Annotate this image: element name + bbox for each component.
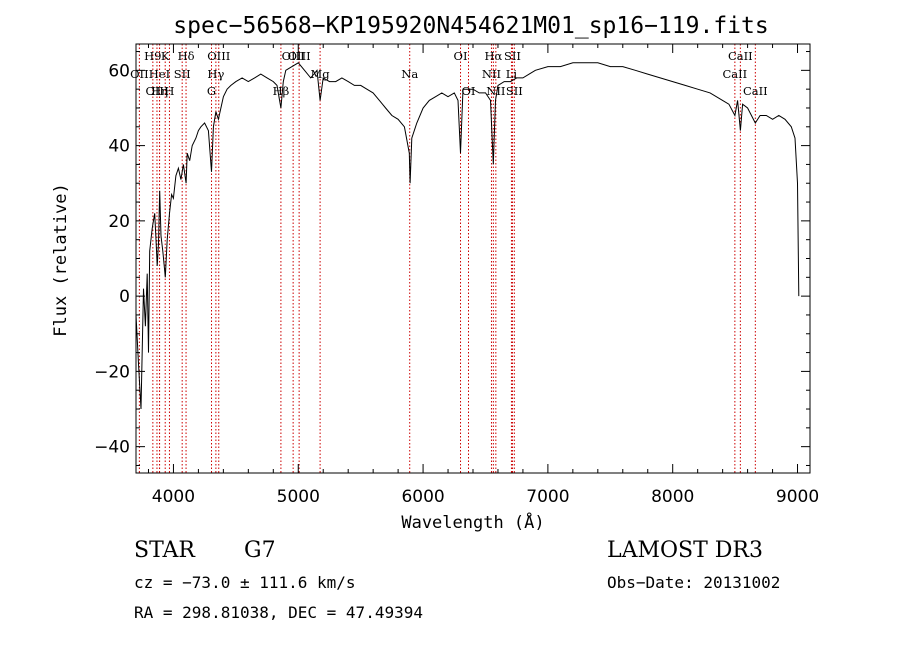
x-tick-label: 8000 (651, 487, 694, 507)
x-axis-ticks: 4000 5000 6000 7000 8000 9000 (147, 44, 819, 507)
redshift-value: cz = −73.0 ± 111.6 km/s (134, 573, 356, 592)
line-label: NII (482, 67, 501, 81)
y-tick-label: −40 (94, 438, 130, 458)
line-label: OIII (288, 49, 311, 63)
line-label: NII (486, 84, 505, 98)
line-label: Li (506, 67, 518, 81)
y-tick-label: −20 (94, 362, 130, 382)
line-label: CaII (728, 49, 753, 63)
x-tick-label: 6000 (401, 487, 444, 507)
line-label: OI (454, 49, 468, 63)
line-label: H9 (144, 49, 161, 63)
coordinates: RA = 298.81038, DEC = 47.49394 (134, 603, 423, 622)
line-label: H (164, 84, 174, 98)
y-tick-label: 0 (119, 287, 130, 307)
line-markers (138, 44, 756, 473)
line-label: CaII (743, 84, 768, 98)
y-tick-label: 20 (108, 212, 130, 232)
line-label: OI (462, 84, 476, 98)
line-label: Hα (484, 49, 502, 63)
survey-name: LAMOST DR3 (607, 538, 763, 563)
y-axis-ticks: −40 −20 0 20 40 60 (94, 51, 810, 466)
y-tick-label: 40 (108, 137, 130, 157)
line-label: SII (506, 84, 523, 98)
plot-frame (135, 43, 811, 474)
line-label: Hη (151, 84, 168, 98)
x-axis-label: Wavelength (Å) (401, 511, 544, 533)
y-tick-label: 60 (108, 61, 130, 81)
line-label: CaII (722, 67, 747, 81)
line-label: OIII (207, 49, 230, 63)
chart-title: spec−56568−KP195920N454621M01_sp16−119.f… (173, 13, 768, 39)
line-label: OIII (282, 49, 305, 63)
line-label: SII (504, 49, 521, 63)
x-tick-label: 9000 (776, 487, 819, 507)
x-tick-label: 5000 (277, 487, 320, 507)
y-axis-label: Flux (relative) (51, 183, 71, 337)
line-label: OII (130, 67, 149, 81)
line-label: Hβ (273, 84, 290, 98)
line-label: HeI (149, 67, 170, 81)
spectrum-chart: spec−56568−KP195920N454621M01_sp16−119.f… (51, 13, 819, 533)
line-label: Hδ (178, 49, 195, 63)
line-label: K (161, 49, 170, 63)
spectrum-line (135, 62, 800, 410)
object-subclass: G7 (244, 538, 276, 563)
line-label: OIII (145, 84, 168, 98)
line-label: Mg (311, 67, 331, 81)
x-tick-label: 7000 (526, 487, 569, 507)
x-tick-label: 4000 (152, 487, 195, 507)
line-label: G (207, 84, 216, 98)
line-label: Na (401, 67, 418, 81)
line-label: SII (174, 67, 191, 81)
object-class: STAR (134, 538, 195, 563)
line-label: Hγ (207, 67, 224, 81)
obs-date: Obs−Date: 20131002 (607, 573, 781, 592)
